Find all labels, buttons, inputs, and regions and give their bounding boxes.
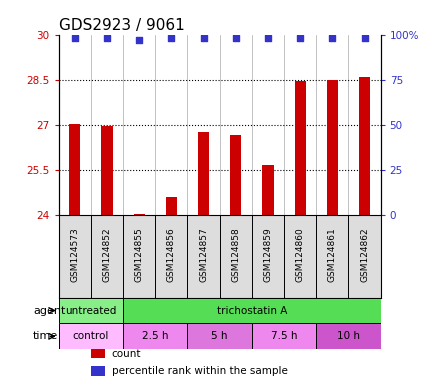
Bar	[294, 81, 305, 215]
Text: GSM124862: GSM124862	[359, 227, 368, 282]
Bar	[165, 197, 177, 215]
Text: 5 h: 5 h	[211, 331, 227, 341]
Text: 7.5 h: 7.5 h	[270, 331, 296, 341]
Bar	[59, 323, 123, 349]
Text: GSM124858: GSM124858	[231, 227, 240, 282]
Text: count: count	[112, 349, 141, 359]
Bar	[123, 298, 380, 323]
Bar	[187, 323, 251, 349]
Text: GSM124860: GSM124860	[295, 227, 304, 282]
Text: GSM124859: GSM124859	[263, 227, 272, 282]
Text: percentile rank within the sample: percentile rank within the sample	[112, 366, 287, 376]
Point	[232, 35, 239, 41]
Text: GDS2923 / 9061: GDS2923 / 9061	[59, 18, 184, 33]
Bar	[326, 80, 337, 215]
Text: 10 h: 10 h	[336, 331, 359, 341]
Point	[200, 35, 207, 41]
Bar	[123, 323, 187, 349]
Point	[135, 37, 142, 43]
Bar	[358, 77, 369, 215]
Text: agent: agent	[33, 306, 65, 316]
Text: untreated: untreated	[65, 306, 116, 316]
Point	[168, 35, 174, 41]
Text: time: time	[33, 331, 58, 341]
Bar	[91, 366, 105, 376]
Point	[103, 35, 110, 41]
Text: trichostatin A: trichostatin A	[216, 306, 286, 316]
Bar	[316, 323, 380, 349]
Bar	[262, 166, 273, 215]
Text: control: control	[72, 331, 109, 341]
Bar	[197, 132, 209, 215]
Point	[264, 35, 271, 41]
Bar	[59, 298, 123, 323]
Bar	[101, 126, 112, 215]
Text: GSM124855: GSM124855	[135, 227, 143, 282]
Text: GSM124857: GSM124857	[199, 227, 207, 282]
Text: GSM124861: GSM124861	[327, 227, 336, 282]
Bar	[91, 349, 105, 359]
Point	[360, 35, 367, 41]
Bar	[251, 323, 316, 349]
Point	[328, 35, 335, 41]
Text: GSM124573: GSM124573	[70, 227, 79, 282]
Bar	[230, 136, 241, 215]
Text: GSM124856: GSM124856	[167, 227, 175, 282]
Bar	[133, 214, 145, 215]
Point	[296, 35, 303, 41]
Text: GSM124852: GSM124852	[102, 227, 111, 282]
Bar	[69, 124, 80, 215]
Point	[71, 35, 78, 41]
Text: 2.5 h: 2.5 h	[142, 331, 168, 341]
